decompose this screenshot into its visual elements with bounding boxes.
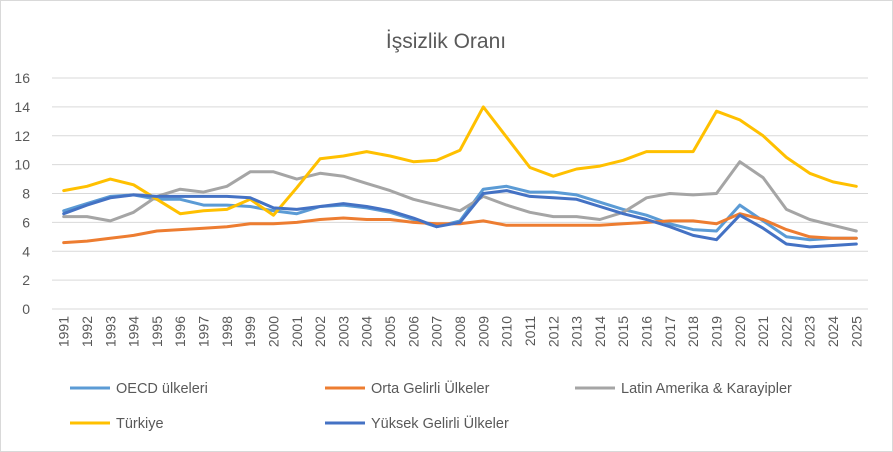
x-tick-label: 2019 <box>708 316 724 347</box>
x-tick-label: 2025 <box>848 316 864 347</box>
x-tick-label: 1994 <box>126 316 142 347</box>
y-tick-label: 10 <box>14 157 30 173</box>
x-tick-label: 1991 <box>56 316 72 347</box>
y-tick-label: 4 <box>22 243 30 259</box>
x-tick-label: 2014 <box>592 316 608 347</box>
y-tick-label: 12 <box>14 128 30 144</box>
legend-label-3: Türkiye <box>116 416 164 432</box>
x-tick-label: 2000 <box>265 316 281 347</box>
x-tick-label: 2021 <box>755 316 771 347</box>
x-tick-label: 2024 <box>825 316 841 347</box>
legend-label-2: Latin Amerika & Karayipler <box>621 381 792 397</box>
legend-label-0: OECD ülkeleri <box>116 381 208 397</box>
x-tick-label: 2018 <box>685 316 701 347</box>
x-tick-label: 2009 <box>475 316 491 347</box>
x-tick-label: 2004 <box>359 316 375 347</box>
x-tick-label: 2008 <box>452 316 468 347</box>
x-tick-label: 2006 <box>405 316 421 347</box>
series-lines <box>62 105 858 249</box>
x-tick-label: 2012 <box>545 316 561 347</box>
series-line-4 <box>62 189 858 249</box>
series-line-2 <box>62 160 858 233</box>
x-tick-label: 2001 <box>289 316 305 347</box>
chart-title: İşsizlik Oranı <box>386 30 506 53</box>
x-tick-label: 2013 <box>569 316 585 347</box>
x-tick-label: 1996 <box>172 316 188 347</box>
x-tick-label: 2020 <box>732 316 748 347</box>
x-tick-label: 1993 <box>102 316 118 347</box>
series-line-3 <box>62 105 858 217</box>
x-tick-label: 2023 <box>802 316 818 347</box>
y-axis-ticks: 0 2 4 6 8 10 12 14 16 <box>14 70 30 317</box>
y-tick-label: 0 <box>22 301 30 317</box>
x-tick-label: 2003 <box>335 316 351 347</box>
x-tick-label: 2017 <box>662 316 678 347</box>
x-tick-label: 2010 <box>499 316 515 347</box>
grid-lines <box>52 77 868 310</box>
x-tick-label: 2022 <box>778 316 794 347</box>
x-tick-label: 2016 <box>639 316 655 347</box>
x-tick-label: 2005 <box>382 316 398 347</box>
x-tick-label: 2011 <box>522 316 538 346</box>
y-tick-label: 8 <box>22 186 30 202</box>
legend-label-1: Orta Gelirli Ülkeler <box>371 379 490 397</box>
x-tick-label: 2002 <box>312 316 328 347</box>
x-tick-label: 1999 <box>242 316 258 347</box>
x-tick-label: 1995 <box>149 316 165 347</box>
y-tick-label: 14 <box>14 99 30 115</box>
legend-label-4: Yüksek Gelirli Ülkeler <box>371 414 509 432</box>
y-tick-label: 2 <box>22 272 30 288</box>
x-tick-label: 2015 <box>615 316 631 347</box>
y-tick-label: 6 <box>22 214 30 230</box>
x-tick-label: 1998 <box>219 316 235 347</box>
legend: OECD ülkeleri Orta Gelirli Ülkeler Latin A… <box>70 379 792 432</box>
x-tick-label: 1997 <box>196 316 212 347</box>
x-tick-label: 2007 <box>429 316 445 347</box>
y-tick-label: 16 <box>14 70 30 86</box>
x-tick-label: 1992 <box>79 316 95 347</box>
x-axis-ticks: 1991 1992 1993 1994 1995 1996 1997 1998 1999 2000… <box>56 316 865 347</box>
